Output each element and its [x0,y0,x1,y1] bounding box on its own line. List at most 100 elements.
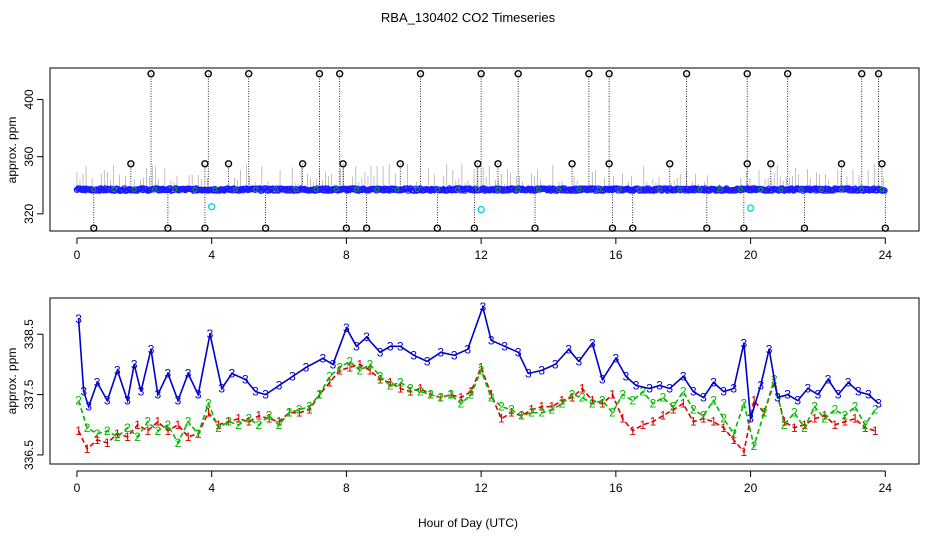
series-1-label: 1 [377,372,384,386]
series-3-label: 3 [633,379,640,393]
top-outlier-point [767,160,775,168]
series-1-label: 1 [266,412,273,426]
series-2-label: 2 [195,427,202,441]
series-3-label: 3 [175,394,182,408]
series-2-label: 2 [508,403,515,417]
top-outlier-point [740,224,748,232]
top-outlier-point [743,160,751,168]
series-1-label: 1 [114,427,121,441]
top-outlier-point [470,224,479,232]
bottom-x-tick-label: 8 [343,481,350,495]
series-2-label: 2 [579,391,586,405]
series-3-label: 3 [410,348,417,362]
series-3-label: 3 [154,388,161,402]
series-1-label: 1 [791,421,798,435]
series-3-label: 3 [757,379,764,393]
series-2-label: 2 [286,406,293,420]
series-3-label: 3 [207,327,214,341]
series-2-label: 2 [114,430,121,444]
series-3-label: 3 [552,357,559,371]
series-3-label: 3 [730,382,737,396]
series-1-label: 1 [569,391,576,405]
top-outlier-point [339,160,347,168]
series-3-label: 3 [747,412,754,426]
series-3-label: 3 [515,345,522,359]
series-1-label: 1 [75,424,82,438]
series-3-label: 3 [252,385,259,399]
series-1-label: 1 [245,415,252,429]
series-2-label: 2 [215,421,222,435]
series-2-label: 2 [367,357,374,371]
series-1-label: 1 [407,385,414,399]
series-1-label: 1 [751,394,758,408]
series-3-label: 3 [501,339,508,353]
top-outlier-point [800,224,809,232]
series-1-label: 1 [215,418,222,432]
top-outlier-point [874,70,883,78]
series-1-line [77,363,876,454]
top-outlier-point [878,160,886,168]
series-1-label: 1 [306,403,313,417]
series-3-label: 3 [613,351,620,365]
series-2-label: 2 [559,397,566,411]
series-3-label: 3 [538,363,545,377]
top-green-point [616,187,622,193]
series-3-label: 3 [75,312,82,326]
series-3-label: 3 [825,372,832,386]
top-outlier-point [396,160,404,168]
top-green-point [394,187,400,193]
series-1-label: 1 [357,357,364,371]
top-green-point [778,187,784,193]
top-x-tick-label: 8 [343,248,350,262]
series-3-label: 3 [262,388,269,402]
top-green-point [818,187,824,193]
series-1-label: 1 [387,376,394,390]
top-outlier-point [342,224,351,232]
series-1-label: 1 [154,415,161,429]
series-3-label: 3 [680,369,687,383]
series-2-label: 2 [842,409,849,423]
top-marks [73,70,890,232]
bottom-x-tick-label: 12 [474,481,488,495]
series-3-label: 3 [303,360,310,374]
top-green-point [111,187,117,193]
series-2-label: 2 [599,394,606,408]
top-green-point [333,187,339,193]
series-3-label: 3 [589,336,596,350]
series-2-label: 2 [468,388,475,402]
series-3-label: 3 [525,366,532,380]
top-outlier-point [362,224,371,232]
series-2-label: 2 [437,391,444,405]
top-outlier-point [335,70,344,78]
series-1-label: 1 [741,445,748,459]
series-2-label: 2 [609,406,616,420]
series-2-label: 2 [255,418,262,432]
series-3-label: 3 [479,300,486,314]
series-1-label: 1 [185,430,192,444]
top-outlier-point [474,160,482,168]
bottom-plot-frame [49,297,920,465]
series-1-label: 1 [458,391,465,405]
bottom-x-tick-label: 0 [74,481,81,495]
top-green-point [596,187,602,193]
series-2-label: 2 [801,421,808,435]
top-green-point [91,187,97,193]
series-3-label: 3 [865,388,872,402]
series-2-label: 2 [266,409,273,423]
series-1-label: 1 [134,418,141,432]
series-1-label: 1 [862,421,869,435]
series-3-label: 3 [845,376,852,390]
top-outlier-point [514,70,522,78]
top-outlier-point [605,70,613,78]
series-3-label: 3 [148,342,155,356]
top-x-tick-label: 12 [474,248,488,262]
series-1-label: 1 [508,406,515,420]
series-3-label: 3 [700,391,707,405]
top-green-point [556,187,562,193]
series-3-label: 3 [741,336,748,350]
series-2-label: 2 [528,406,535,420]
top-outlier-point [682,70,691,78]
series-1-label: 1 [589,394,596,408]
series-1-label: 1 [831,418,838,432]
top-green-point [475,187,481,193]
